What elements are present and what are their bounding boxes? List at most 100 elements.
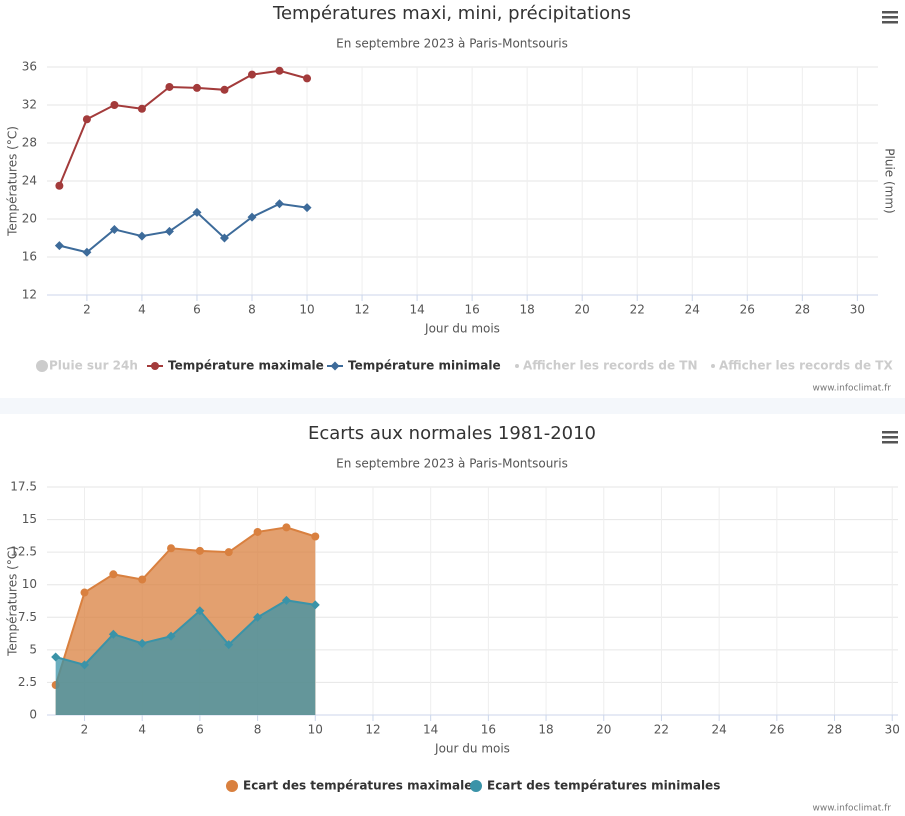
- point: [137, 638, 147, 648]
- menu-button[interactable]: [882, 431, 898, 444]
- x-tick-label: 28: [795, 303, 810, 317]
- credit: www.infoclimat.fr: [813, 384, 892, 394]
- y-tick-label: 16: [22, 250, 37, 264]
- x-tick-label: 4: [138, 723, 146, 737]
- y-tick-label: 24: [22, 174, 37, 188]
- x-tick-label: 6: [196, 723, 204, 737]
- legend-label[interactable]: Pluie sur 24h: [49, 359, 138, 373]
- point: [80, 660, 90, 670]
- x-tick-label: 18: [538, 723, 553, 737]
- x-tick-label: 24: [712, 723, 727, 737]
- x-tick-label: 2: [81, 723, 89, 737]
- x-tick-label: 22: [654, 723, 669, 737]
- y-tick-label: 15: [22, 512, 37, 526]
- point: [51, 652, 61, 662]
- line: [59, 202, 308, 254]
- point: [164, 226, 174, 236]
- point: [281, 595, 291, 605]
- line: [55, 599, 316, 666]
- y-tick-label: 12: [22, 288, 37, 302]
- x-tick-label: 14: [423, 723, 438, 737]
- x-tick-label: 6: [193, 303, 201, 317]
- x-tick-label: 4: [138, 303, 146, 317]
- legend-label[interactable]: Afficher les records de TX: [719, 359, 893, 373]
- chart-title: Températures maxi, mini, précipitations: [272, 3, 631, 24]
- point: [167, 544, 176, 553]
- point: [192, 83, 201, 92]
- legend-symbol: [711, 364, 715, 368]
- y-tick-label: 36: [22, 60, 37, 74]
- point: [282, 523, 291, 532]
- point: [137, 231, 147, 241]
- line: [54, 526, 316, 686]
- y-tick-label: 2.5: [18, 675, 37, 689]
- point: [54, 241, 64, 251]
- point: [109, 224, 119, 234]
- y-tick-label: 17.5: [10, 480, 37, 494]
- x-tick-label: 22: [630, 303, 645, 317]
- x-tick-label: 10: [299, 303, 314, 317]
- point: [311, 532, 320, 541]
- point: [55, 181, 64, 190]
- y-tick-label: 10: [22, 577, 37, 591]
- x-tick-label: 10: [308, 723, 323, 737]
- point: [247, 212, 257, 222]
- x-tick-label: 8: [248, 303, 256, 317]
- chart-title: Ecarts aux normales 1981-2010: [308, 423, 596, 444]
- point: [220, 85, 229, 94]
- point: [109, 570, 118, 579]
- x-tick-label: 16: [481, 723, 496, 737]
- point: [110, 101, 119, 109]
- x-tick-label: 20: [596, 723, 611, 737]
- x-tick-label: 30: [850, 303, 865, 317]
- y-axis-label: Températures (°C): [6, 546, 20, 657]
- point: [166, 631, 176, 641]
- x-tick-label: 2: [83, 303, 91, 317]
- y-tick-label: 7.5: [18, 610, 37, 624]
- separator: [0, 398, 905, 414]
- point: [302, 203, 312, 213]
- x-tick-label: 14: [409, 303, 424, 317]
- point: [310, 600, 320, 610]
- point: [82, 115, 91, 124]
- legend-symbol: [226, 780, 238, 792]
- point: [82, 247, 92, 257]
- point: [275, 199, 285, 209]
- credit: www.infoclimat.fr: [813, 804, 892, 814]
- legend-label: Ecart des températures minimales: [487, 779, 720, 793]
- y-axis-label: Températures (°C): [6, 126, 20, 237]
- point: [224, 548, 233, 557]
- x-tick-label: 18: [520, 303, 535, 317]
- y-tick-label: 0: [29, 708, 37, 722]
- x-tick-label: 24: [685, 303, 700, 317]
- menu-button[interactable]: [882, 11, 898, 24]
- legend-symbol: [330, 361, 340, 371]
- point: [137, 104, 146, 113]
- area: [55, 600, 316, 715]
- point: [108, 629, 118, 639]
- x-tick-label: 20: [575, 303, 590, 317]
- x-tick-label: 28: [827, 723, 842, 737]
- legend-symbol: [515, 364, 519, 368]
- chart-subtitle: En septembre 2023 à Paris-Montsouris: [336, 457, 568, 471]
- x-tick-label: 8: [254, 723, 262, 737]
- legend-symbol: [470, 780, 482, 792]
- point: [219, 233, 229, 243]
- x-axis-label: Jour du mois: [424, 322, 500, 336]
- y-tick-label: 12.5: [10, 545, 37, 559]
- point: [165, 82, 174, 91]
- line: [58, 69, 308, 187]
- legend-label: Température maximale: [168, 359, 324, 373]
- y-tick-label: 28: [22, 136, 37, 150]
- legend-label: Température minimale: [348, 359, 501, 373]
- point: [247, 70, 256, 79]
- point: [253, 612, 263, 622]
- x-tick-label: 12: [365, 723, 380, 737]
- legend-label[interactable]: Afficher les records de TN: [523, 359, 698, 373]
- y-tick-label: 5: [29, 642, 37, 656]
- x-tick-label: 12: [354, 303, 369, 317]
- point: [195, 546, 204, 555]
- point: [253, 527, 262, 536]
- y-tick-label: 20: [22, 212, 37, 226]
- legend-symbol: [36, 360, 48, 372]
